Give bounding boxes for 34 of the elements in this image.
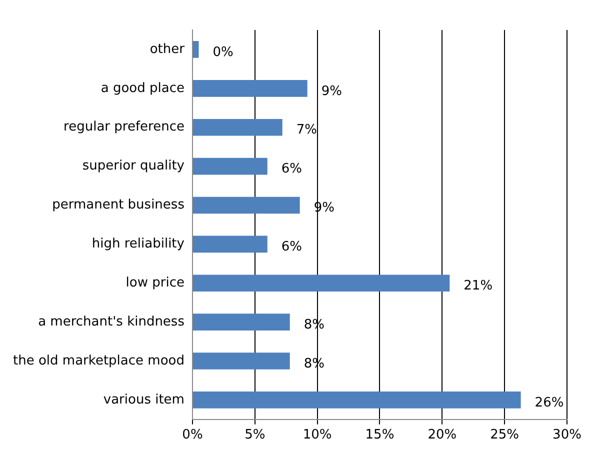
data-label: 6% xyxy=(281,162,302,177)
y-tick-label: permanent business xyxy=(52,198,185,213)
data-label: 26% xyxy=(534,395,564,410)
y-tick-label: other xyxy=(150,42,186,57)
bar xyxy=(192,236,268,253)
bar xyxy=(192,158,268,175)
y-tick-label: various item xyxy=(103,392,184,408)
y-tick-label: high reliability xyxy=(92,236,185,252)
y-tick-label: a good place xyxy=(100,80,184,96)
data-label: 9% xyxy=(321,84,342,99)
bar xyxy=(192,314,290,330)
bar xyxy=(192,352,290,370)
bar xyxy=(192,392,521,408)
x-tick-label: 15% xyxy=(365,428,394,443)
bar xyxy=(192,41,199,58)
data-label: 6% xyxy=(281,240,302,255)
y-tick-label: regular preference xyxy=(64,120,184,135)
bar xyxy=(192,274,450,292)
data-label: 0% xyxy=(212,44,234,60)
x-tick-label: 30% xyxy=(552,428,582,443)
x-tick-label: 10% xyxy=(302,428,332,443)
y-tick-label: low price xyxy=(126,275,184,290)
x-tick-label: 5% xyxy=(244,428,266,443)
data-label: 21% xyxy=(464,278,493,294)
x-tick-label: 20% xyxy=(428,428,457,443)
bar xyxy=(192,196,300,214)
bar xyxy=(192,80,308,97)
x-tick-label: 0% xyxy=(182,428,203,443)
data-label: 7% xyxy=(296,122,317,138)
y-tick-label: a merchant's kindness xyxy=(38,314,185,330)
y-tick-label: superior quality xyxy=(82,158,185,174)
x-tick-label: 25% xyxy=(490,428,520,443)
bar xyxy=(192,118,282,136)
y-tick-label: the old marketplace mood xyxy=(13,353,184,368)
